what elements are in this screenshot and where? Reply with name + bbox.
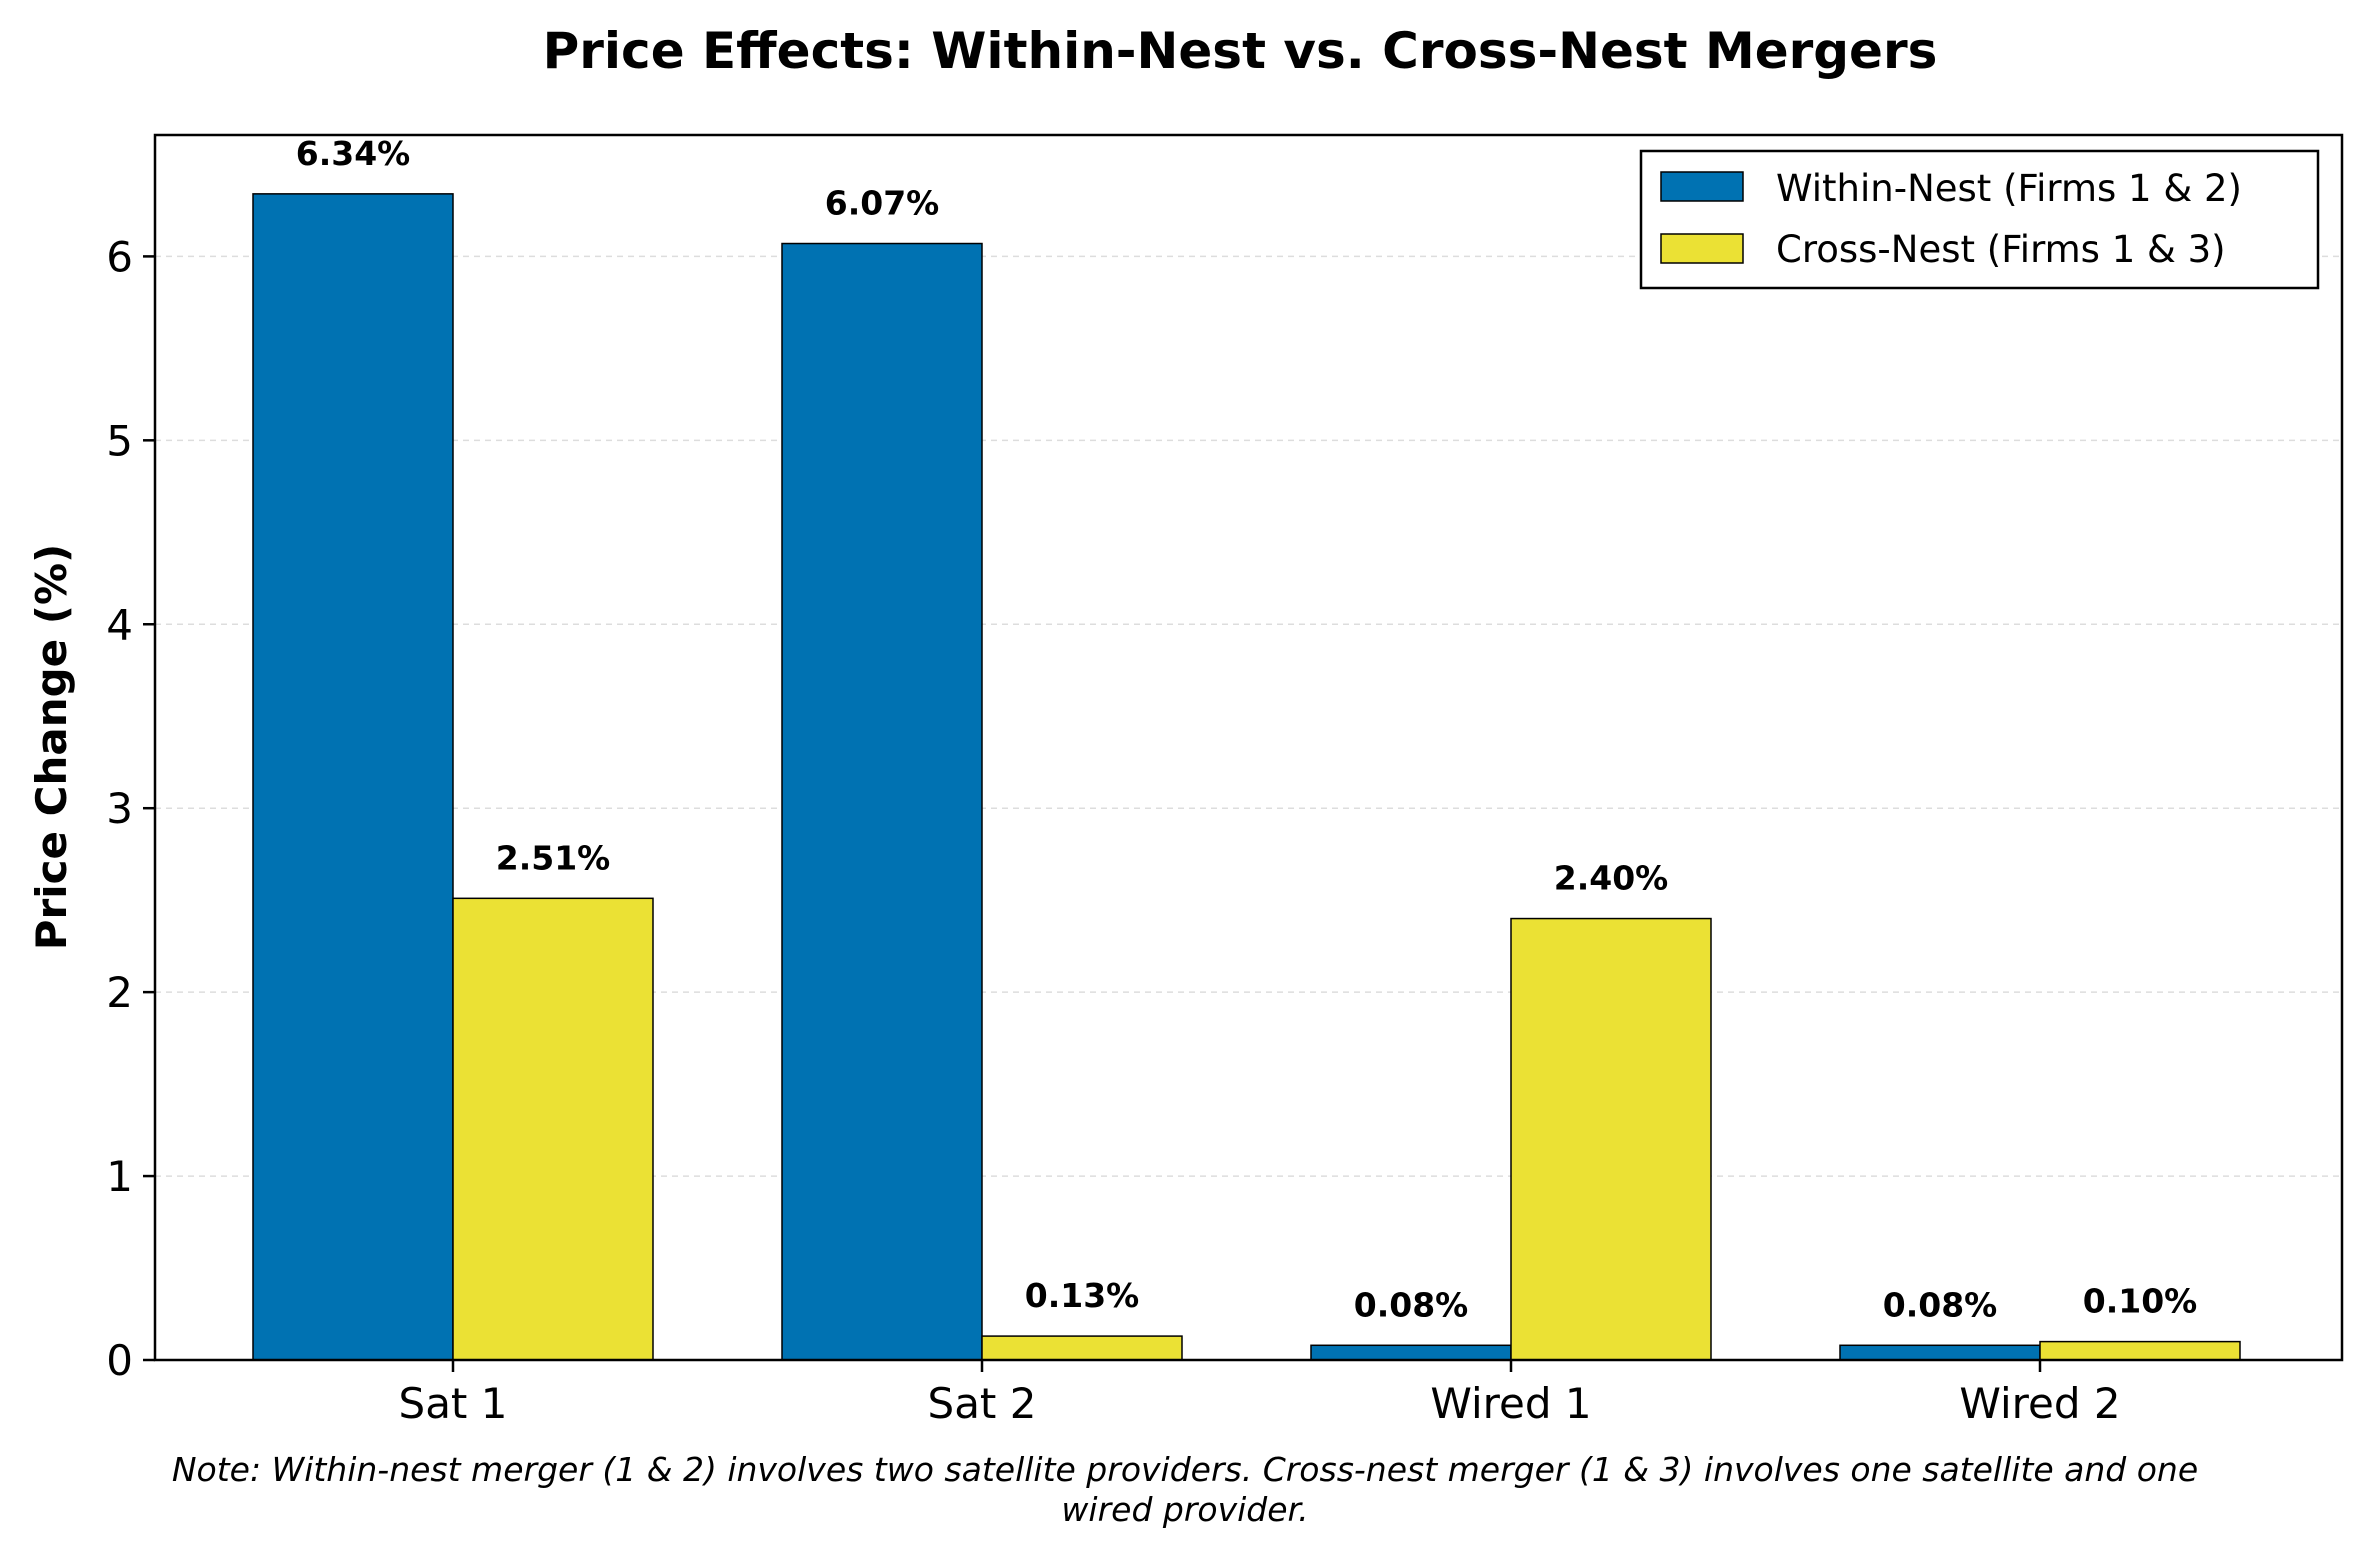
y-tick-label: 1 [106,1152,133,1201]
y-tick-label: 3 [106,784,133,833]
y-tick-label: 5 [106,416,133,465]
bars [252,193,2241,1361]
data-label: 2.51% [496,838,611,877]
bar-cross-nest-sat-1 [452,897,654,1361]
legend-swatch-cross-nest [1660,233,1744,264]
x-tick-label: Sat 2 [928,1379,1037,1428]
x-tick-label: Wired 2 [1959,1379,2120,1428]
data-label: 6.07% [825,184,940,223]
y-tick-label: 0 [106,1336,133,1385]
chart-note-line-1: Note: Within-nest merger (1 & 2) involve… [172,1450,2198,1489]
bar-within-nest-sat-1 [252,193,454,1361]
y-tick-label: 2 [106,968,133,1017]
data-label: 0.13% [1025,1276,1140,1315]
x-axis-ticks: Sat 1 Sat 2 Wired 1 Wired 2 [399,1360,2121,1428]
x-tick-label: Sat 1 [399,1379,508,1428]
data-label: 2.40% [1554,859,1669,898]
data-labels: 6.34% 2.51% 6.07% 0.13% 0.08% 2.40% 0.08% 0.10% [296,134,2198,1324]
data-label: 0.10% [2083,1282,2198,1321]
data-label: 6.34% [296,134,411,173]
bar-within-nest-wired-2 [1839,1344,2041,1361]
bar-within-nest-sat-2 [781,242,983,1361]
legend: Within-Nest (Firms 1 & 2) Cross-Nest (Fi… [1639,149,2320,290]
legend-swatch-within-nest [1660,171,1744,202]
y-tick-label: 6 [106,232,133,281]
bar-cross-nest-wired-1 [1510,917,1712,1361]
legend-label-cross-nest: Cross-Nest (Firms 1 & 3) [1776,228,2226,271]
y-axis-ticks: 0 1 2 3 4 5 6 [106,232,155,1385]
chart-title: Price Effects: Within-Nest vs. Cross-Nes… [543,22,1938,80]
x-tick-label: Wired 1 [1430,1379,1591,1428]
y-tick-label: 4 [106,600,133,649]
data-label: 0.08% [1354,1285,1469,1324]
bar-within-nest-wired-1 [1310,1344,1512,1361]
data-label: 0.08% [1883,1285,1998,1324]
bar-cross-nest-sat-2 [981,1335,1183,1361]
legend-box [1639,149,2320,290]
plot-frame [153,133,2344,1362]
y-axis-label: Price Change (%) [27,544,76,951]
chart-note-line-2: wired provider. [1061,1490,1308,1529]
bar-cross-nest-wired-2 [2039,1340,2241,1361]
legend-label-within-nest: Within-Nest (Firms 1 & 2) [1776,167,2242,210]
